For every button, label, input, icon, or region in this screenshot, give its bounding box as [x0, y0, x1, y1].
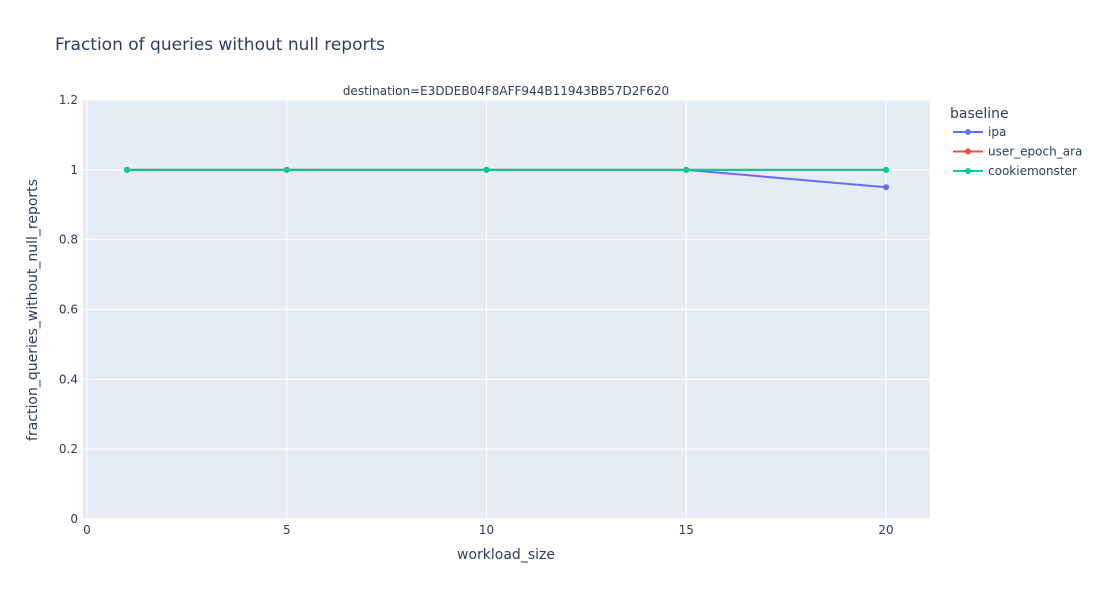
y-tick-label: 0.2: [59, 442, 78, 456]
legend-item-cookiemonster[interactable]: cookiemonster: [953, 164, 1077, 178]
data-point: [683, 166, 690, 173]
series-layer: [123, 166, 890, 191]
facet-label: destination=E3DDEB04F8AFF944B11943BB57D2…: [343, 84, 669, 98]
y-tick-label: 1.2: [59, 93, 78, 107]
data-point: [123, 166, 130, 173]
data-point: [483, 166, 490, 173]
y-tick-label: 0.8: [59, 233, 78, 247]
legend[interactable]: baseline ipa user_epoch_ara cookiemonster: [950, 106, 1082, 178]
legend-marker-icon: [965, 148, 971, 155]
y-tick-label: 0.6: [59, 303, 78, 317]
data-point: [283, 166, 290, 173]
x-tick-label: 10: [479, 523, 494, 537]
legend-title: baseline: [950, 106, 1009, 122]
y-tick-label: 0.4: [59, 372, 78, 386]
data-point: [883, 184, 890, 191]
data-point: [883, 166, 890, 173]
chart-title: Fraction of queries without null reports: [55, 35, 385, 55]
legend-marker-icon: [965, 168, 971, 174]
y-axis-label: fraction_queries_without_null_reports: [25, 179, 41, 441]
x-axis-label: workload_size: [457, 547, 555, 563]
legend-label: user_epoch_ara: [988, 145, 1082, 159]
legend-item-user_epoch_ara[interactable]: user_epoch_ara: [953, 145, 1082, 159]
y-tick-label: 0: [70, 512, 78, 526]
legend-label: cookiemonster: [988, 164, 1077, 178]
x-tick-label: 15: [679, 523, 694, 537]
x-tick-label: 0: [83, 523, 91, 537]
legend-label: ipa: [988, 125, 1006, 139]
x-tick-label: 5: [283, 523, 291, 537]
legend-item-ipa[interactable]: ipa: [953, 125, 1006, 139]
y-tick-label: 1: [70, 163, 78, 177]
x-tick-label: 20: [878, 523, 893, 537]
legend-marker-icon: [965, 129, 971, 135]
series-cookiemonster: [123, 166, 890, 173]
axis-ticks: 0 5 10 15 20 0 0.2 0.4 0.6 0.8 1 1.2: [59, 93, 894, 537]
